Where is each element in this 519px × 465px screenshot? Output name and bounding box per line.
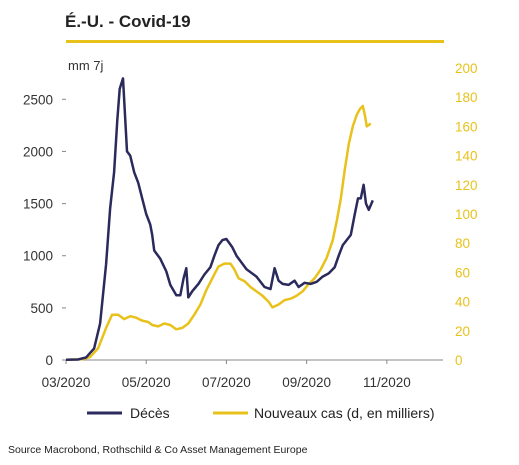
- legend-label-cases: Nouveaux cas (d, en milliers): [254, 405, 435, 421]
- unit-label: mm 7j: [68, 58, 104, 73]
- right-tick-label: 80: [455, 236, 470, 251]
- right-tick-label: 20: [455, 324, 470, 339]
- legend: Décès Nouveaux cas (d, en milliers): [87, 405, 435, 421]
- right-tick-label: 180: [455, 90, 478, 105]
- right-axis-ticks: 0 20 40 60 80 100 120 140 160 180 200: [455, 61, 478, 368]
- x-tick-label: 03/2020: [42, 375, 91, 390]
- chart-title: É.-U. - Covid-19: [65, 12, 191, 31]
- x-tick-label: 05/2020: [122, 375, 171, 390]
- left-tick-label: 500: [30, 301, 53, 316]
- right-tick-label: 0: [455, 353, 463, 368]
- x-tick-label: 07/2020: [202, 375, 251, 390]
- right-tick-label: 40: [455, 295, 470, 310]
- right-tick-label: 140: [455, 149, 478, 164]
- source-note: Source Macrobond, Rothschild & Co Asset …: [8, 444, 308, 456]
- x-tick-label: 09/2020: [282, 375, 331, 390]
- series-line-deaths: [65, 77, 374, 362]
- x-axis-ticks: 03/2020 05/2020 07/2020 09/2020 11/2020: [42, 360, 411, 390]
- left-axis-ticks: 0 500 1000 1500 2000 2500: [23, 92, 66, 368]
- right-tick-label: 200: [455, 61, 478, 76]
- left-tick-label: 1500: [23, 197, 53, 212]
- left-tick-label: 2500: [23, 92, 53, 107]
- left-tick-label: 2000: [23, 144, 53, 159]
- right-tick-label: 60: [455, 265, 470, 280]
- legend-label-deaths: Décès: [130, 405, 170, 421]
- left-tick-label: 1000: [23, 249, 53, 264]
- x-tick-label: 11/2020: [363, 375, 411, 390]
- right-tick-label: 160: [455, 119, 478, 134]
- series-line-cases: [65, 104, 372, 361]
- right-tick-label: 100: [455, 207, 478, 222]
- title-underline: [66, 40, 444, 43]
- right-tick-label: 120: [455, 178, 478, 193]
- left-tick-label: 0: [45, 353, 53, 368]
